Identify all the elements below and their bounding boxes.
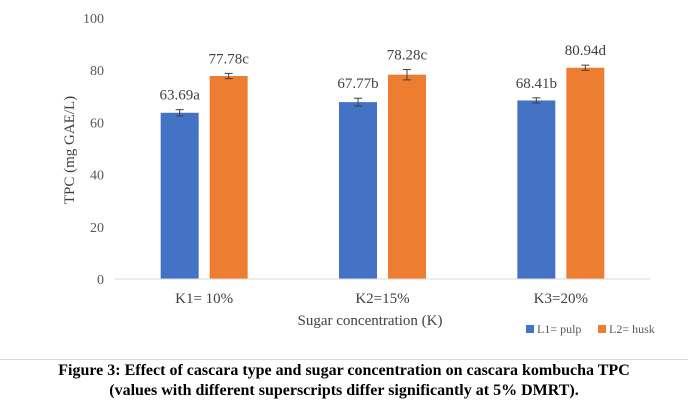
error-bar [532,97,541,104]
x-axis-title: Sugar concentration (K) [298,313,443,329]
caption-line-1: Figure 3: Effect of cascara type and sug… [58,362,630,379]
y-tick-label: 20 [90,221,104,236]
error-bar [403,68,411,81]
error-bar [354,97,362,107]
legend-label: L2= husk [609,322,655,336]
data-label: 63.69a [159,88,200,104]
y-tick-label: 0 [97,273,104,288]
legend-item: L1= pulp [526,322,581,336]
data-label: 67.77b [337,76,378,92]
legend-swatch [526,325,534,333]
y-tick-label: 40 [90,169,104,184]
figure-caption: Figure 3: Effect of cascara type and sug… [0,361,688,401]
bar-pulp [517,100,556,280]
data-label: 77.78c [208,51,249,67]
y-tick-label: 100 [83,12,104,27]
bar-husk [566,67,605,279]
legend-label: L1= pulp [537,322,581,336]
bar-husk [209,75,248,279]
error-bar [175,109,184,117]
bar-chart: 0 20 40 60 80 100 63.69a 77.78c 67.77b 78.28c 68.… [62,12,655,336]
y-tick-label: 60 [90,116,104,131]
bar-husk [388,74,426,279]
x-category-label: K3=20% [534,291,588,307]
bar-pulp [339,102,377,279]
x-category-label: K2=15% [355,291,409,307]
legend-item: L2= husk [598,322,655,336]
caption-line-2: (values with different superscripts diff… [109,382,579,399]
chart-area: 0 20 40 60 80 100 63.69a 77.78c 67.77b 78.28c 68.… [0,12,688,360]
y-axis-title: TPC (mg GAE/L) [62,96,78,204]
legend-swatch [598,325,606,333]
data-label: 78.28c [387,47,428,63]
data-label: 68.41b [516,76,557,92]
error-bar [224,72,233,80]
x-category-label: K1= 10% [175,291,233,307]
bar-pulp [160,112,199,279]
y-tick-label: 80 [90,64,104,79]
error-bar [581,64,590,71]
legend: L1= pulp L2= husk [526,322,655,336]
data-label: 80.94d [565,43,607,59]
